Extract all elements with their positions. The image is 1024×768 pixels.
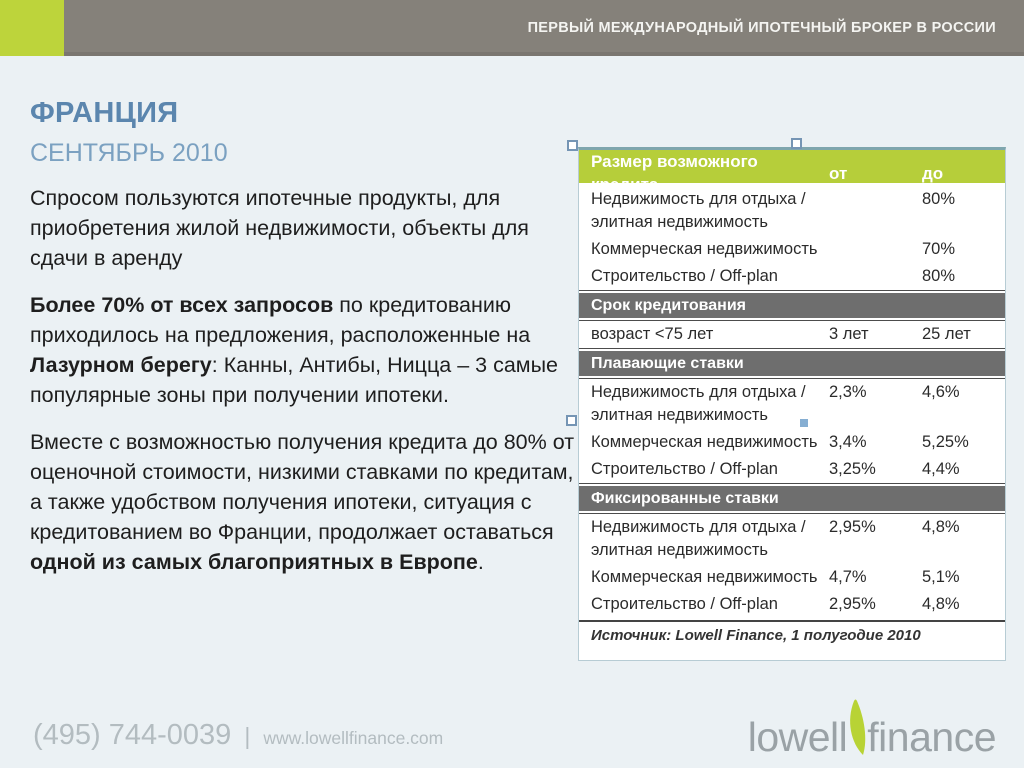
logo: lowell finance <box>747 699 996 761</box>
table-cell: возраст <75 лет <box>591 325 714 343</box>
table-cell: Коммерческая недвижимость <box>591 240 818 258</box>
table-cell: 2,3% <box>829 383 867 401</box>
table-section-header: Плавающие ставки <box>579 348 1005 379</box>
text-column: ФРАНЦИЯ СЕНТЯБРЬ 2010 Спросом пользуются… <box>30 97 576 594</box>
footer-separator: | <box>244 723 251 749</box>
paragraphs: Спросом пользуются ипотечные продукты, д… <box>30 183 576 577</box>
table-cell: 2,95% <box>829 518 876 536</box>
paragraph: Вместе с возможностью получения кредита … <box>30 427 576 577</box>
table-cell: до <box>922 163 944 183</box>
table-cell: Недвижимость для отдыха / элитная недвиж… <box>591 190 806 231</box>
table-cell: от <box>829 163 848 183</box>
table-source: Источник: Lowell Finance, 1 полугодие 20… <box>579 620 1005 644</box>
table-section-header-row: Плавающие ставки <box>579 351 1005 376</box>
table-cell: Фиксированные ставки <box>591 490 779 507</box>
table-cell: Недвижимость для отдыха / элитная недвиж… <box>591 383 806 424</box>
table-row: Строительство / Off-plan 80% <box>579 263 1005 290</box>
table-row: Недвижимость для отдыха / элитная недвиж… <box>579 514 1005 564</box>
table-section-header-row: Срок кредитования <box>579 293 1005 318</box>
table-cell: 5,25% <box>922 433 969 451</box>
website-text: www.lowellfinance.com <box>263 728 444 748</box>
table-cell: 4,4% <box>922 460 960 478</box>
table-cell: 4,8% <box>922 595 960 613</box>
table-cell: Коммерческая недвижимость <box>591 433 818 451</box>
table-cell: 80% <box>922 190 956 208</box>
paragraph-bold-text: Более 70% от всех запросов <box>30 293 334 317</box>
table-cell <box>829 265 922 288</box>
table-row: Коммерческая недвижимость 70% <box>579 236 1005 263</box>
rates-table-body: Размер возможного кредита от до Недвижимост… <box>579 150 1005 618</box>
table-cell: 4,8% <box>922 518 960 536</box>
paragraph-text: Спросом пользуются ипотечные продукты, д… <box>30 186 529 270</box>
paragraph-text: Вместе с возможностью получения кредита … <box>30 430 575 544</box>
table-cell: 3,4% <box>829 433 867 451</box>
table-row: Строительство / Off-plan 3,25% 4,4% <box>579 456 1005 483</box>
table-cell: Строительство / Off-plan <box>591 460 778 478</box>
paragraph-text: : Канны, Антибы, Ницца – 3 самые популяр… <box>30 353 558 407</box>
footer: (495) 744-0039 | www.lowellfinance.com l… <box>0 688 1024 768</box>
table-cell <box>829 238 922 261</box>
table-row: Коммерческая недвижимость 3,4% 5,25% <box>579 429 1005 456</box>
table-cell: 4,7% <box>829 568 867 586</box>
rates-table[interactable]: Размер возможного кредита от до Недвижимост… <box>578 147 1006 661</box>
table-cell: 3,25% <box>829 460 876 478</box>
header-bar: ПЕРВЫЙ МЕЖДУНАРОДНЫЙ ИПОТЕЧНЫЙ БРОКЕР В … <box>0 0 1024 56</box>
selection-handle-top-left[interactable] <box>567 140 578 151</box>
paragraph-bold-text: Лазурном берегу <box>30 353 212 377</box>
table-cell: Строительство / Off-plan <box>591 595 778 613</box>
paragraph-bold-text: одной из самых благоприятных в Европе <box>30 550 478 574</box>
header-tagline: ПЕРВЫЙ МЕЖДУНАРОДНЫЙ ИПОТЕЧНЫЙ БРОКЕР В … <box>527 20 996 36</box>
table-row: Коммерческая недвижимость 4,7% 5,1% <box>579 564 1005 591</box>
table-cell: Строительство / Off-plan <box>591 267 778 285</box>
table-cell: 70% <box>922 240 956 258</box>
brand-accent-square <box>0 0 64 56</box>
phone-number: (495) 744-0039 <box>33 719 232 751</box>
table-cell: 25 лет <box>922 325 971 343</box>
table-cell: 5,1% <box>922 568 960 586</box>
table-header-row: Размер возможного кредита от до <box>579 150 1005 194</box>
table-cell <box>829 188 922 234</box>
table-cell: 2,95% <box>829 595 876 613</box>
selection-handle-top-center[interactable] <box>791 138 802 149</box>
leaf-icon <box>850 699 866 755</box>
page-title: ФРАНЦИЯ <box>30 97 179 129</box>
paragraph: Более 70% от всех запросов по кредитован… <box>30 290 576 410</box>
table-section-header: Срок кредитования <box>579 290 1005 321</box>
table-cell: Срок кредитования <box>591 297 746 314</box>
table-section-header-row: Фиксированные ставки <box>579 486 1005 511</box>
table-cell: 80% <box>922 267 956 285</box>
paragraph: Спросом пользуются ипотечные продукты, д… <box>30 183 576 273</box>
selection-marker-square <box>800 419 808 427</box>
table-row: Недвижимость для отдыха / элитная недвиж… <box>579 186 1005 236</box>
table-cell: Размер возможного кредита <box>591 152 758 194</box>
paragraph-text: . <box>477 550 484 574</box>
paragraph-text: по кредитованию приходилось на предложен… <box>30 293 531 347</box>
table-cell: Коммерческая недвижимость <box>591 568 818 586</box>
selection-handle-left-middle[interactable] <box>566 415 577 426</box>
table-row: Строительство / Off-plan 2,95% 4,8% <box>579 591 1005 618</box>
contact-info: (495) 744-0039 | www.lowellfinance.com <box>33 719 443 752</box>
logo-part1: lowell <box>747 714 848 761</box>
table-row: возраст <75 лет 3 лет 25 лет <box>579 321 1005 348</box>
table-cell: 4,6% <box>922 383 960 401</box>
table-cell: Плавающие ставки <box>591 355 744 372</box>
table-cell: Недвижимость для отдыха / элитная недвиж… <box>591 518 806 559</box>
table-section-header: Фиксированные ставки <box>579 483 1005 514</box>
logo-part2: finance <box>867 714 996 761</box>
page-subtitle: СЕНТЯБРЬ 2010 <box>30 139 228 167</box>
table-row: Недвижимость для отдыха / элитная недвиж… <box>579 379 1005 429</box>
table-cell: 3 лет <box>829 325 869 343</box>
